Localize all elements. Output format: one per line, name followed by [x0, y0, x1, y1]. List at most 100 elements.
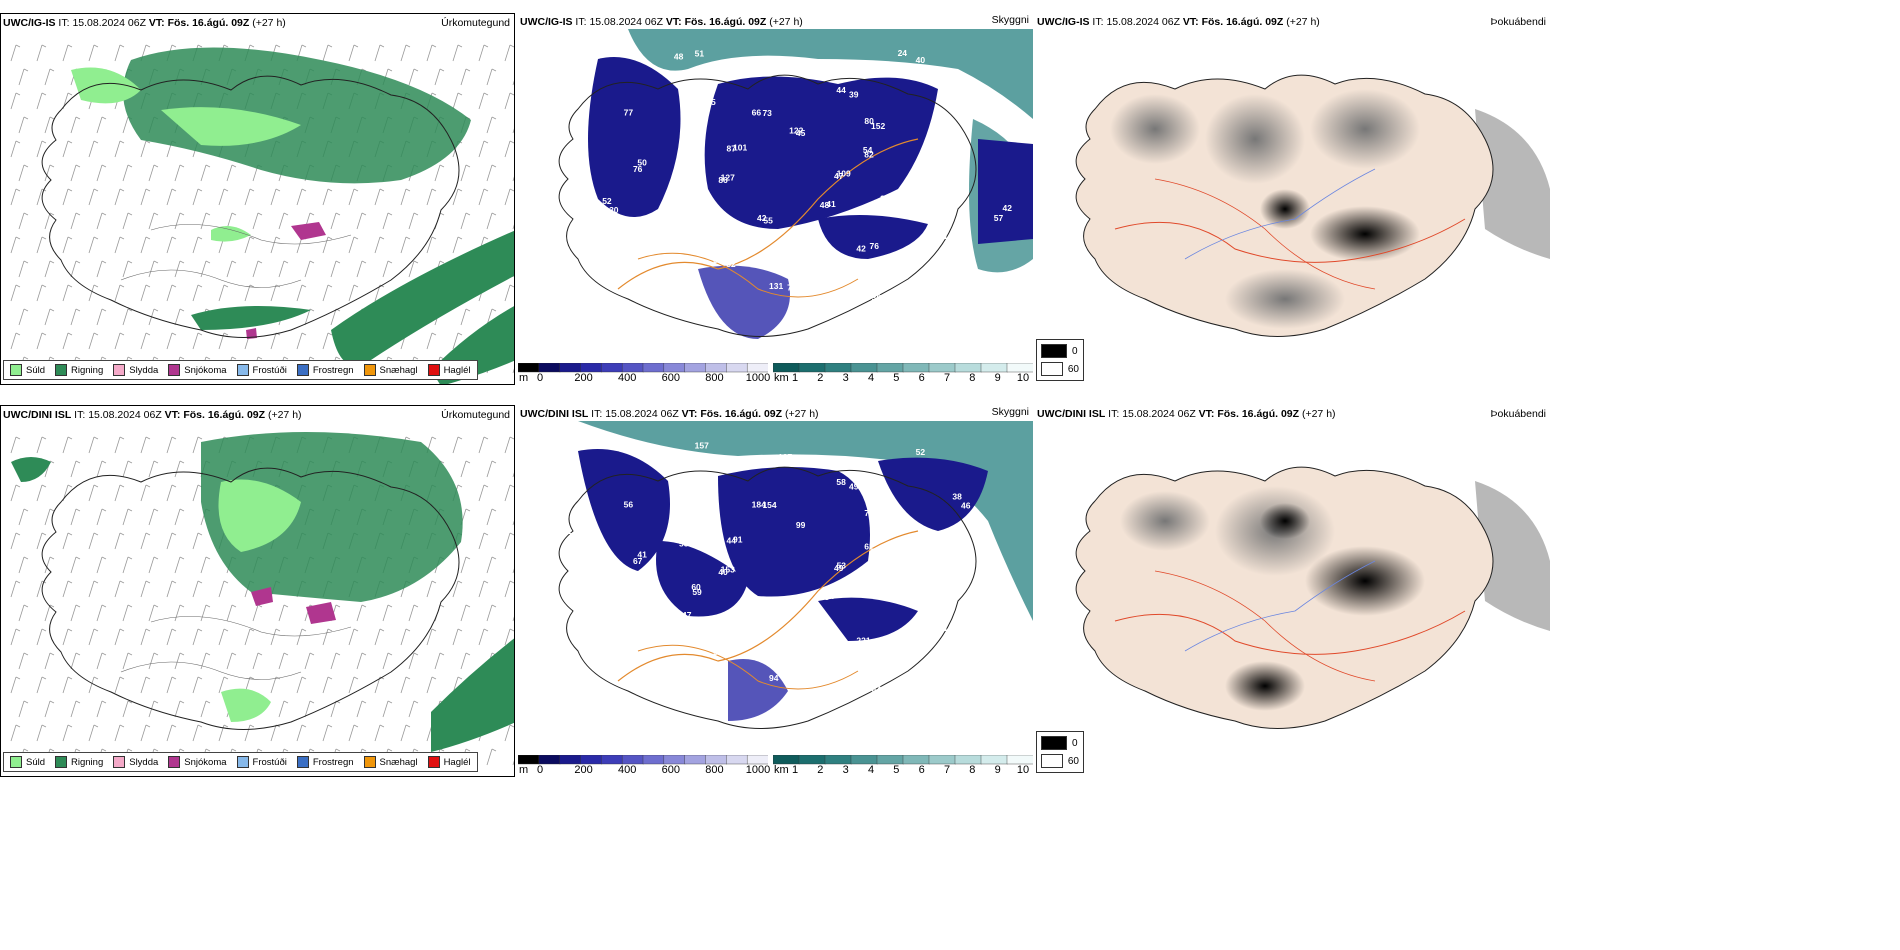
wind-barb: [10, 628, 21, 646]
wind-barb: [270, 236, 281, 254]
wind-barb: [148, 604, 159, 622]
wind-barb: [460, 164, 471, 182]
wind-barb: [244, 724, 255, 742]
wind-barb: [10, 140, 21, 158]
cloud-base-label: 37: [874, 198, 884, 208]
wind-barb: [400, 724, 411, 742]
colorbar-cell: [746, 363, 768, 373]
colorbar-cell: [773, 755, 800, 765]
wind-barb: [96, 308, 107, 326]
colorbar-tick: 10: [1016, 764, 1030, 776]
wind-barb: [348, 284, 359, 302]
wind-barb: [70, 700, 81, 718]
wind-barb: [10, 284, 21, 302]
cloud-base-label: 94: [921, 181, 931, 191]
wind-barb: [88, 332, 99, 350]
legend-swatch: [363, 364, 376, 376]
cloud-base-label: 67: [633, 556, 643, 566]
wind-barb: [70, 652, 81, 670]
wind-barb: [44, 308, 55, 326]
legend-swatch: [55, 756, 68, 768]
wind-barb: [44, 116, 55, 134]
legend-swatch: [363, 756, 376, 768]
wind-barb: [322, 236, 333, 254]
colorbar-cell: [684, 755, 707, 765]
wind-barb: [400, 44, 411, 62]
fog-legend: 0 60: [1036, 731, 1084, 773]
wind-barb: [270, 628, 281, 646]
wind-barb: [460, 652, 471, 670]
panel-title: Skyggni: [991, 406, 1029, 418]
wind-barb: [62, 436, 73, 454]
legend-swatch: [427, 364, 440, 376]
wind-barb: [174, 652, 185, 670]
cloud-base-labels: 4947374341465062116604933343840154184153…: [558, 440, 1017, 696]
colorbar-cell: [824, 363, 852, 373]
wind-barb: [166, 532, 177, 550]
cloud-base-label: 33: [851, 687, 861, 697]
cloud-base-label: 59: [692, 587, 702, 597]
colorbar-cell: [642, 363, 665, 373]
wind-barb: [114, 532, 125, 550]
panel-title: Þokuábendi: [1490, 408, 1546, 420]
legend-swatch: [113, 364, 126, 376]
cloud-base-label: 37: [796, 454, 806, 464]
wind-barb: [408, 212, 419, 230]
wind-barb: [88, 580, 99, 598]
wind-barb: [70, 460, 81, 478]
wind-barb: [122, 508, 133, 526]
legend-swatch: [236, 364, 249, 376]
wind-barb: [148, 556, 159, 574]
wind-barb: [174, 308, 185, 326]
wind-barb: [18, 556, 29, 574]
cloud-base-label: 153: [721, 564, 735, 574]
wind-barb: [166, 332, 177, 350]
wind-barb: [166, 188, 177, 206]
wind-barb: [296, 676, 307, 694]
wind-barb: [10, 724, 21, 742]
cloud-base-label: 184: [926, 630, 940, 640]
colorbar-cell: [954, 363, 982, 373]
wind-barb: [304, 700, 315, 718]
wind-barb: [44, 652, 55, 670]
wind-barb: [122, 700, 133, 718]
legend-label: Frostúði: [252, 364, 287, 376]
wind-barb: [148, 508, 159, 526]
wind-barb: [148, 164, 159, 182]
fog-legend-label: 60: [1067, 755, 1079, 767]
wind-barb: [330, 652, 341, 670]
legend-label: Slydda: [129, 364, 159, 376]
wind-barb: [304, 308, 315, 326]
wind-barb: [192, 628, 203, 646]
legend-item: Snæhagl: [363, 756, 418, 768]
cloud-base-label: 80: [864, 116, 874, 126]
wind-barb: [200, 700, 211, 718]
legend-item: Haglél: [427, 364, 471, 376]
wind-barb: [356, 652, 367, 670]
precip-type-panel-row2: UWC/DINI ISL IT: 15.08.2024 06Z VT: Fös.…: [0, 405, 515, 777]
visibility-map: 4947374341465062116604933343840154184153…: [558, 421, 1033, 729]
legend-swatch: [10, 364, 22, 376]
wind-barb: [512, 176, 514, 182]
wind-barb: [36, 724, 47, 742]
wind-barb: [96, 164, 107, 182]
wind-barb: [478, 436, 489, 454]
wind-barb: [174, 508, 185, 526]
colorbar-cell: [601, 755, 623, 765]
colorbar-cell: [1006, 363, 1033, 373]
fog-legend-swatch: [1041, 362, 1063, 376]
legend-label: Snæhagl: [379, 364, 418, 376]
wind-barb: [322, 628, 333, 646]
wind-barb: [374, 724, 385, 742]
wind-barb: [36, 236, 47, 254]
wind-barb: [192, 580, 203, 598]
colorbar-tick: 200: [574, 372, 593, 384]
cloud-base-label: 34: [686, 535, 696, 545]
wind-barb: [10, 676, 21, 694]
wind-barb: [166, 628, 177, 646]
colorbar-cell: [850, 755, 878, 765]
wind-barb: [374, 628, 385, 646]
colorbar-tick: 10: [1016, 372, 1030, 384]
wind-barb: [140, 484, 151, 502]
colorbar-cell: [559, 755, 582, 765]
